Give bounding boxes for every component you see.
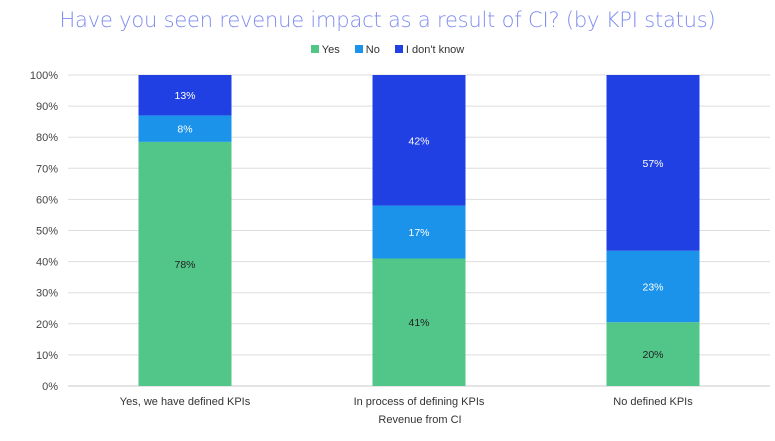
y-tick-label: 50%: [36, 226, 58, 238]
data-label: 78%: [174, 259, 195, 271]
legend-swatch-no: [354, 45, 363, 53]
bar-segment: [138, 115, 232, 142]
data-label: 8%: [177, 124, 192, 136]
data-label: 20%: [642, 349, 663, 361]
x-axis: Yes, we have defined KPIs In process of d…: [120, 396, 693, 408]
legend-label-no: No: [365, 44, 380, 56]
data-label: 42%: [408, 135, 429, 147]
legend-swatch-dont-know: [394, 45, 403, 53]
bar-segment: [372, 258, 466, 386]
data-label: 17%: [408, 227, 429, 239]
bar-segment: [372, 75, 466, 206]
y-tick-label: 80%: [36, 132, 58, 144]
y-axis: 0% 10% 20% 30% 40% 50% 60% 70% 80% 90% 100%: [30, 70, 58, 393]
chart-title: Have you seen revenue impact as a result…: [59, 8, 716, 32]
y-tick-label: 10%: [36, 350, 58, 362]
bar-segment: [138, 141, 232, 386]
data-label: 57%: [642, 158, 663, 170]
bar-segment: [606, 75, 700, 251]
y-tick-label: 40%: [36, 257, 58, 269]
y-tick-label: 20%: [36, 319, 58, 331]
y-tick-label: 0%: [42, 381, 58, 393]
legend-label-dont-know: I don't know: [405, 44, 465, 56]
y-tick-label: 70%: [36, 163, 58, 175]
data-label: 23%: [642, 281, 663, 293]
x-tick-label: Yes, we have defined KPIs: [120, 396, 251, 408]
x-tick-label: No defined KPIs: [613, 396, 693, 408]
y-tick-label: 30%: [36, 288, 58, 300]
x-axis-title: Revenue from CI: [378, 414, 461, 426]
data-labels: 78% 8% 13% 41% 17% 42% 20% 23% 57%: [174, 90, 663, 361]
bar-segment: [138, 75, 232, 116]
bar-segment: [606, 322, 700, 386]
legend-swatch-yes: [310, 45, 319, 53]
legend-item-yes: Yes: [310, 44, 340, 56]
legend-label-yes: Yes: [321, 44, 340, 56]
bars: [138, 75, 700, 386]
bar-segment: [606, 250, 700, 323]
legend-item-dont-know: I don't know: [394, 44, 465, 56]
legend-item-no: No: [354, 44, 380, 56]
x-tick-label: In process of defining KPIs: [354, 396, 485, 408]
data-label: 13%: [174, 90, 195, 102]
y-tick-label: 90%: [36, 101, 58, 113]
data-label: 41%: [408, 317, 429, 329]
y-tick-label: 100%: [30, 70, 58, 82]
legend: Yes No I don't know: [0, 44, 775, 56]
y-tick-label: 60%: [36, 194, 58, 206]
bar-segment: [372, 205, 466, 259]
